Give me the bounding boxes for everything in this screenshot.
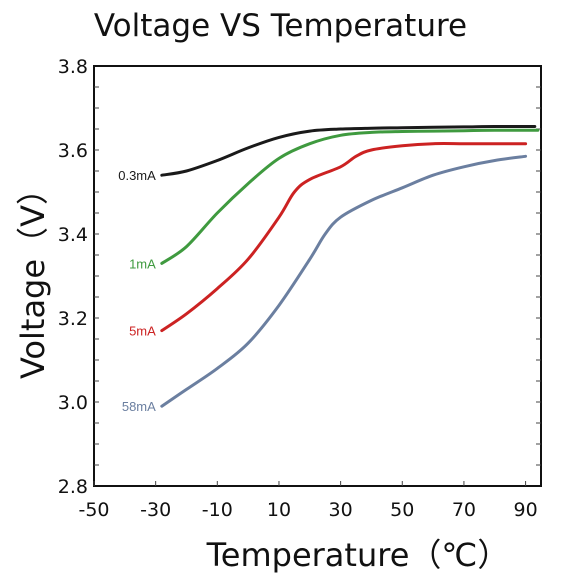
chart-title: Voltage VS Temperature xyxy=(93,8,468,44)
x-tick-label: 30 xyxy=(329,499,353,521)
series-labels: 0.3mA 1mA 5mA 58mA xyxy=(118,168,156,414)
y-tick-label: 3.2 xyxy=(58,308,88,330)
x-tick-label: 90 xyxy=(513,499,537,521)
x-tick-labels: -50 -30 -10 10 30 50 70 90 xyxy=(78,499,537,521)
x-tick-label: 70 xyxy=(452,499,476,521)
series-line xyxy=(160,124,537,177)
x-tick-label: 10 xyxy=(267,499,291,521)
series-label: 5mA xyxy=(129,324,156,339)
x-tick-label: -30 xyxy=(140,499,171,521)
series-label: 58mA xyxy=(122,399,156,414)
y-tick-labels: 2.8 3.0 3.2 3.4 3.6 3.8 xyxy=(58,56,88,498)
x-tick-label: 50 xyxy=(390,499,414,521)
y-axis-title: Voltage（V） xyxy=(14,173,52,379)
series-line xyxy=(160,128,540,265)
series-lines xyxy=(160,124,540,408)
series-label: 0.3mA xyxy=(118,168,156,183)
series-label: 1mA xyxy=(129,256,156,271)
series-line xyxy=(160,142,528,333)
y-tick-label: 3.8 xyxy=(58,56,88,78)
minor-ticks xyxy=(93,86,541,486)
y-tick-label: 3.0 xyxy=(58,392,88,414)
x-tick-label: -50 xyxy=(78,499,109,521)
series-line xyxy=(160,154,528,408)
x-axis-title: Temperature（℃） xyxy=(206,536,510,574)
x-tick-label: -10 xyxy=(202,499,233,521)
y-tick-label: 3.6 xyxy=(58,140,88,162)
y-tick-label: 3.4 xyxy=(58,224,88,246)
y-tick-label: 2.8 xyxy=(58,476,88,498)
